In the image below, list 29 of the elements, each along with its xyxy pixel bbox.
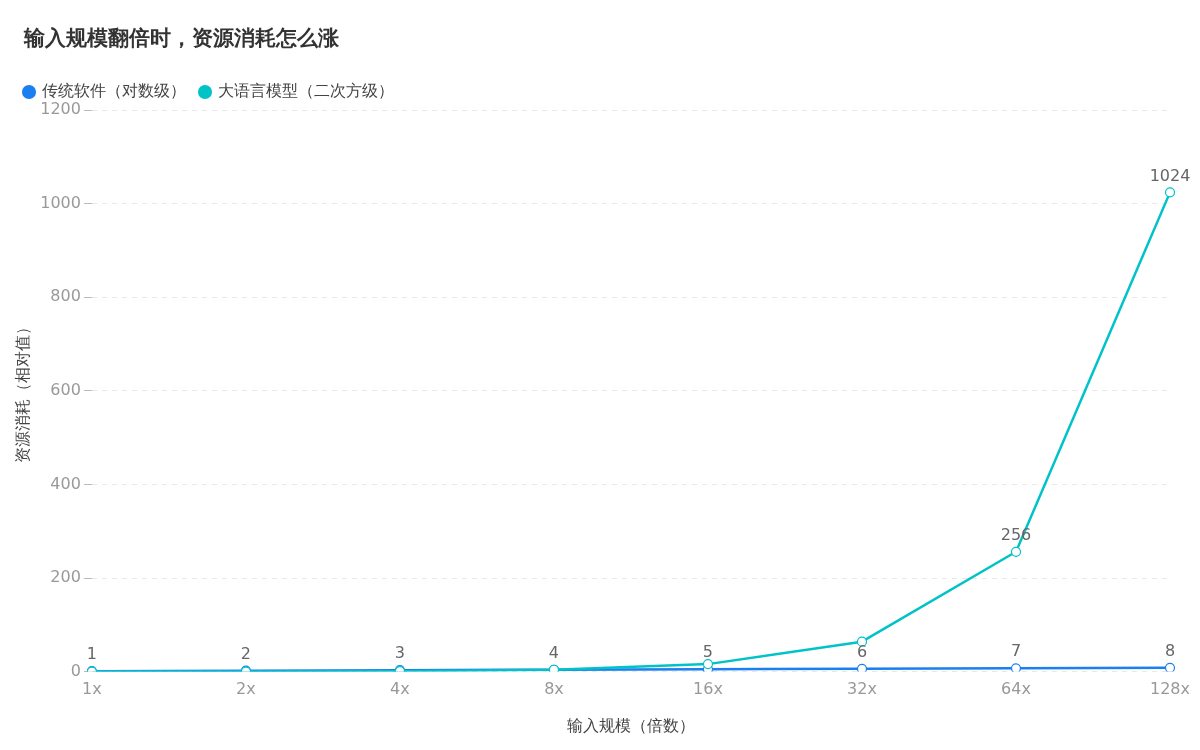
x-tick-label: 4x — [390, 679, 410, 699]
x-tick-label: 128x — [1149, 679, 1191, 699]
x-tick-label: 64x — [1001, 679, 1031, 699]
data-label: 3 — [394, 643, 406, 663]
data-label: 6 — [856, 641, 868, 661]
legend-label: 传统软件（对数级） — [42, 81, 186, 101]
y-tick-label: 1200 — [40, 99, 81, 119]
y-axis-title: 资源消耗（相对值） — [12, 318, 32, 463]
data-label: 1 — [86, 644, 98, 664]
y-tick-label: 400 — [50, 473, 81, 493]
data-label: 7 — [1010, 641, 1022, 661]
x-tick-label: 2x — [236, 679, 256, 699]
y-tick-label: 1000 — [40, 192, 81, 212]
x-tick-label: 1x — [82, 679, 102, 699]
data-label: 4 — [548, 642, 560, 662]
data-label: 8 — [1164, 641, 1176, 661]
y-tick-label: 800 — [50, 286, 81, 306]
x-axis-title: 输入规模（倍数） — [566, 715, 695, 735]
x-tick-label: 8x — [544, 679, 564, 699]
x-tick-label: 32x — [847, 679, 877, 699]
x-tick-label: 16x — [693, 679, 723, 699]
chart-title: 输入规模翻倍时，资源消耗怎么涨 — [24, 25, 339, 52]
legend-label: 大语言模型（二次方级） — [218, 81, 394, 101]
y-tick-label: 200 — [50, 567, 81, 587]
y-tick-label: 600 — [50, 379, 81, 399]
data-label: 1024 — [1149, 165, 1191, 185]
y-tick-label: 0 — [70, 660, 81, 680]
data-label: 5 — [702, 642, 714, 662]
data-label: 2 — [240, 643, 252, 663]
